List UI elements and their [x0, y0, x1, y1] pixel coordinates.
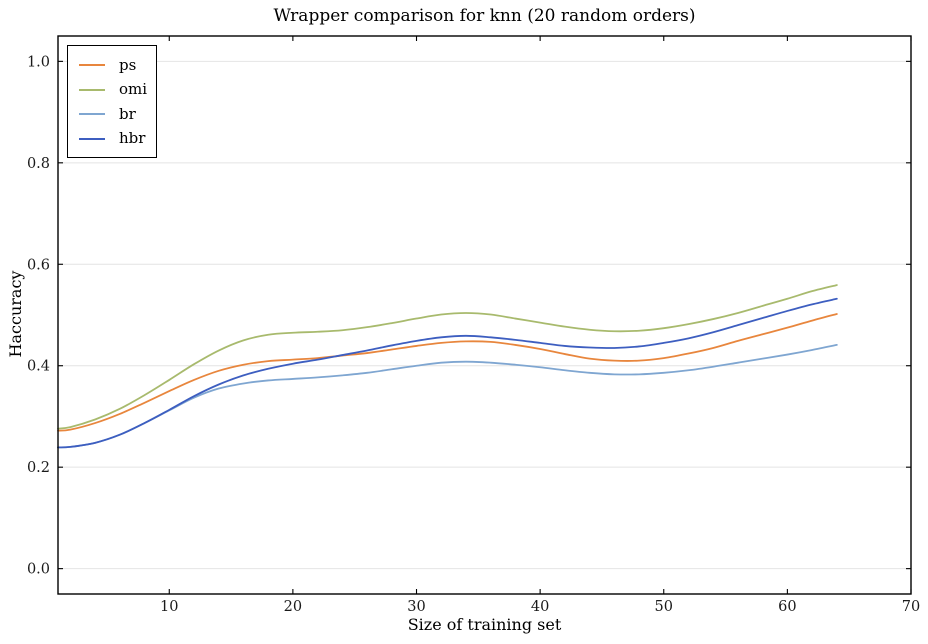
legend-entry-hbr: hbr — [79, 127, 156, 152]
x-tick-label-20: 20 — [284, 599, 302, 615]
y-tick-label-0.8: 0.8 — [27, 156, 50, 172]
legend-entry-br: br — [79, 102, 156, 127]
x-tick-label-60: 60 — [778, 599, 796, 615]
legend-label-br: br — [119, 104, 136, 123]
series-line-omi — [57, 284, 838, 430]
legend-line-ps-icon — [79, 64, 105, 67]
series-line-ps — [57, 313, 838, 432]
x-axis-label: Size of training set — [407, 615, 562, 634]
y-tick-label-0.0: 0.0 — [27, 562, 50, 578]
y-tick-label-0.6: 0.6 — [27, 257, 50, 273]
legend-line-br-icon — [79, 113, 105, 116]
x-tick-label-70: 70 — [902, 599, 920, 615]
x-tick-label-30: 30 — [407, 599, 425, 615]
y-tick-label-1.0: 1.0 — [27, 54, 50, 70]
legend-line-omi-icon — [79, 88, 105, 91]
x-tick-label-50: 50 — [655, 599, 673, 615]
legend: ps omi br hbr — [67, 45, 157, 158]
y-tick-label-0.4: 0.4 — [27, 359, 50, 375]
x-tick-label-40: 40 — [531, 599, 549, 615]
chart-title: Wrapper comparison for knn (20 random or… — [273, 6, 696, 26]
legend-label-ps: ps — [119, 55, 137, 74]
legend-entry-ps: ps — [79, 53, 156, 78]
y-axis-label: Haccuracy — [6, 270, 25, 358]
series-line-hbr — [57, 297, 838, 449]
y-tick-label-0.2: 0.2 — [27, 460, 50, 476]
legend-line-hbr-icon — [79, 137, 105, 140]
series-line-br — [57, 344, 838, 449]
legend-label-omi: omi — [119, 80, 148, 99]
legend-label-hbr: hbr — [119, 129, 146, 148]
axes-frame — [57, 35, 912, 595]
x-tick-label-10: 10 — [160, 599, 178, 615]
legend-entry-omi: omi — [79, 78, 156, 103]
